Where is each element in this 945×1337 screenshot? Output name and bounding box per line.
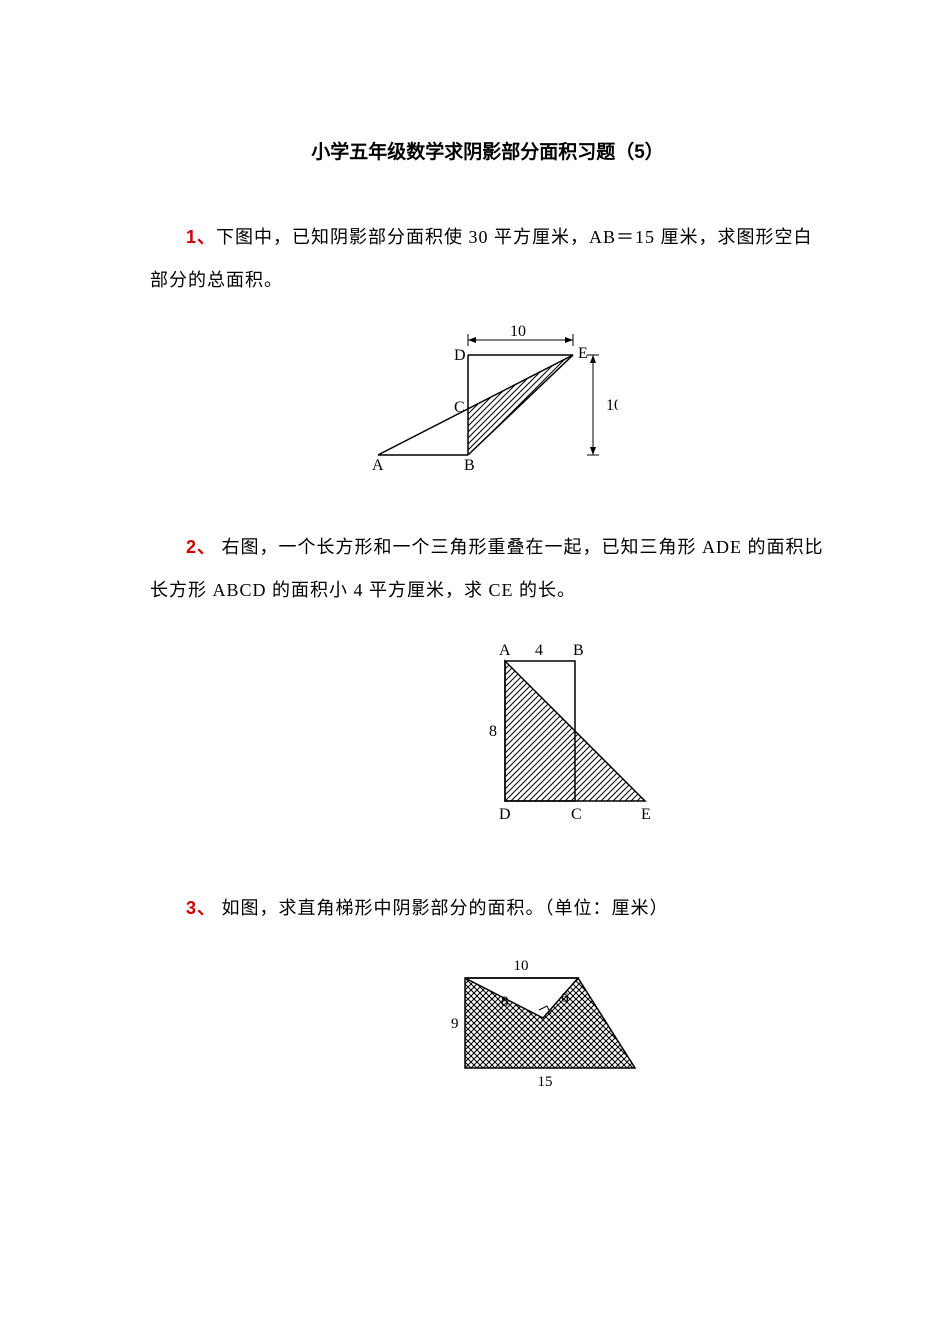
page-title: 小学五年级数学求阴影部分面积习题（5）	[150, 130, 825, 176]
fig1-label-b: B	[464, 457, 475, 474]
fig1-dim-de: 10	[510, 323, 526, 340]
fig3-dim-top: 10	[514, 958, 529, 974]
figure-2: A 4 B 8 D C E	[465, 631, 665, 841]
fig1-label-c: C	[454, 399, 465, 416]
figure-3: 10 8 6 9 15	[435, 948, 665, 1098]
problem-2-number: 2、	[186, 537, 216, 557]
problem-2: 2、 右图，一个长方形和一个三角形重叠在一起，已知三角形 ADE 的面积比长方形…	[150, 526, 825, 857]
fig2-dim-ab: 4	[535, 642, 543, 659]
problem-2-body: 右图，一个长方形和一个三角形重叠在一起，已知三角形 ADE 的面积比长方形 AB…	[150, 537, 824, 600]
problem-1-body: 下图中，已知阴影部分面积使 30 平方厘米，AB＝15 厘米，求图形空白部分的总…	[150, 227, 813, 290]
fig2-label-e: E	[641, 806, 651, 823]
figure-2-wrap: A 4 B 8 D C E	[150, 631, 825, 857]
fig3-dim-bottom: 15	[538, 1074, 553, 1090]
fig2-dim-ad: 8	[489, 723, 497, 740]
fig2-label-c: C	[571, 806, 582, 823]
fig3-dim-left: 9	[451, 1016, 459, 1032]
fig1-label-d: D	[454, 347, 466, 364]
fig3-dim-tri-r: 6	[561, 990, 569, 1006]
page: 小学五年级数学求阴影部分面积习题（5） 1、下图中，已知阴影部分面积使 30 平…	[0, 0, 945, 1114]
fig2-label-a: A	[499, 642, 511, 659]
problem-3-text: 3、 如图，求直角梯形中阴影部分的面积。（单位：厘米）	[150, 887, 825, 930]
problem-1: 1、下图中，已知阴影部分面积使 30 平方厘米，AB＝15 厘米，求图形空白部分…	[150, 216, 825, 497]
problem-3-number: 3、	[186, 898, 216, 918]
figure-3-wrap: 10 8 6 9 15	[150, 948, 825, 1114]
problem-2-text: 2、 右图，一个长方形和一个三角形重叠在一起，已知三角形 ADE 的面积比长方形…	[150, 526, 825, 612]
problem-1-number: 1、	[186, 227, 216, 247]
problem-1-text: 1、下图中，已知阴影部分面积使 30 平方厘米，AB＝15 厘米，求图形空白部分…	[150, 216, 825, 302]
figure-1-wrap: 10 10 A B C D E	[150, 320, 825, 496]
fig1-dim-eh: 10	[606, 397, 618, 414]
problem-3: 3、 如图，求直角梯形中阴影部分的面积。（单位：厘米）	[150, 887, 825, 1114]
fig1-label-e: E	[578, 345, 588, 362]
fig2-label-d: D	[499, 806, 511, 823]
figure-1: 10 10 A B C D E	[358, 320, 618, 480]
fig1-label-a: A	[372, 457, 384, 474]
fig2-label-b: B	[573, 642, 584, 659]
problem-3-body: 如图，求直角梯形中阴影部分的面积。（单位：厘米）	[216, 898, 669, 918]
fig3-dim-tri-l: 8	[501, 994, 509, 1010]
